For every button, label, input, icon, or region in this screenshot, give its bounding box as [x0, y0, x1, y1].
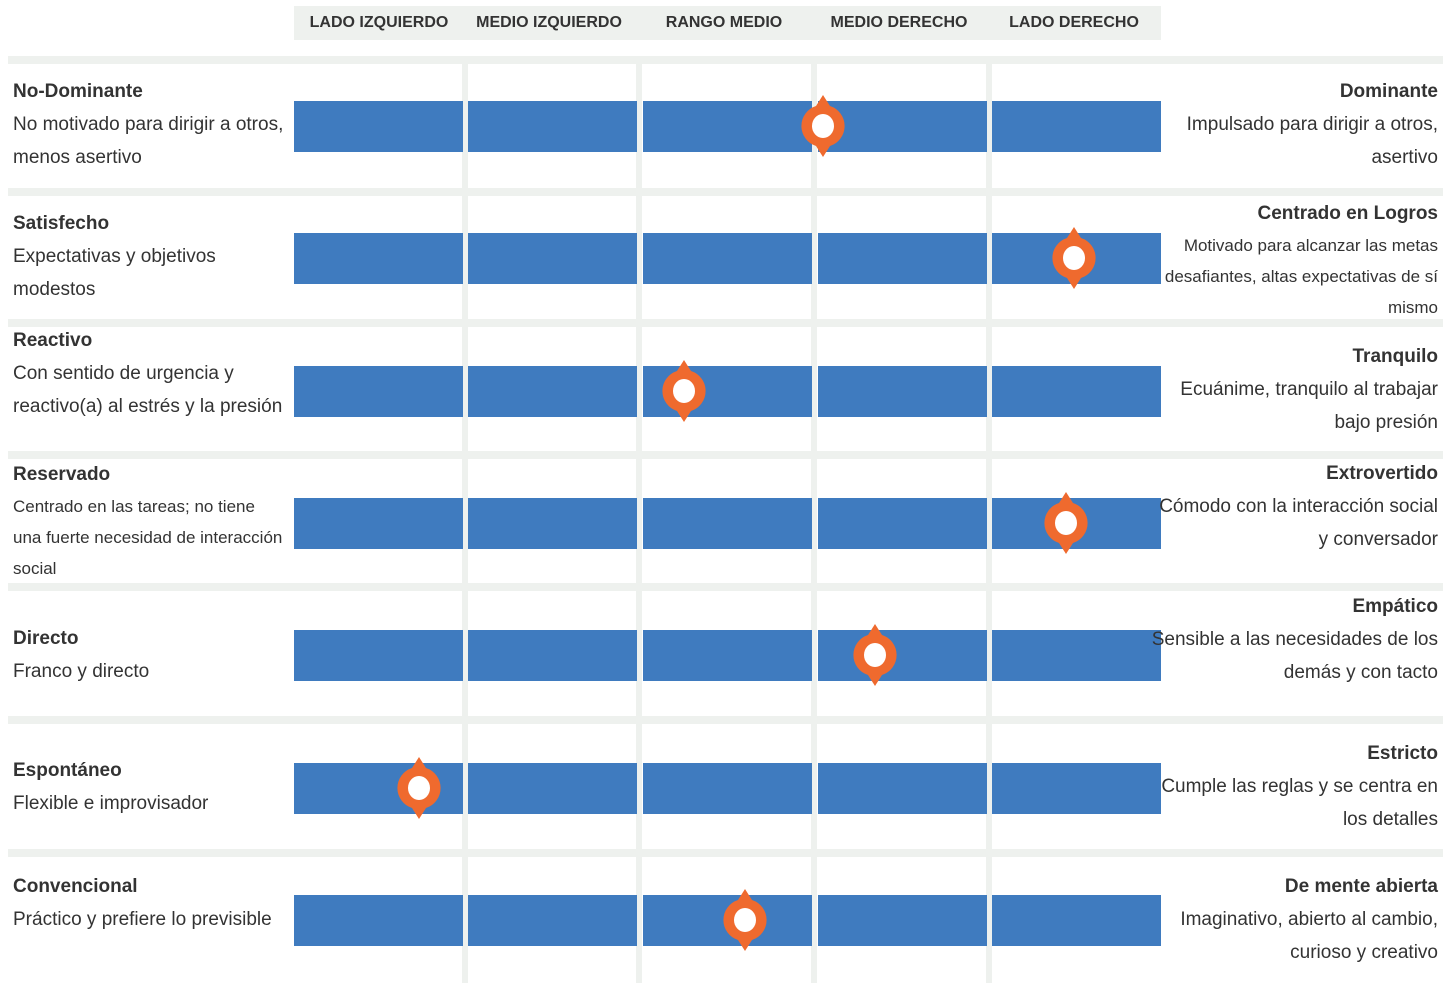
column-gridline: [636, 64, 642, 983]
trait-right-title: Empático: [1352, 596, 1438, 617]
scale-bar-segment: [468, 498, 637, 549]
trait-left-title: Satisfecho: [13, 213, 110, 234]
trait-left-title: Convencional: [13, 876, 138, 897]
trait-left-description: Expectativas y objetivos modestos: [13, 246, 216, 300]
trait-left-title: Espontáneo: [13, 760, 122, 781]
scale-bar-segment: [992, 366, 1161, 417]
column-header: LADO IZQUIERDO MEDIO IZQUIERDO RANGO MEDIO…: [294, 6, 1161, 40]
scale-bar-segment: [643, 101, 812, 152]
location-pin-icon: [801, 95, 845, 157]
row-separator: [8, 56, 1443, 64]
trait-left-title: Reactivo: [13, 330, 93, 351]
trait-right-block: Extrovertido Cómodo con la interacción so…: [1148, 457, 1438, 556]
trait-left-block: No-Dominante No motivado para dirigir a o…: [13, 75, 288, 174]
column-header-5: LADO DERECHO: [1009, 14, 1139, 31]
location-pin-icon: [1052, 227, 1096, 289]
trait-right-block: Dominante Impulsado para dirigir a otros,…: [1148, 75, 1438, 174]
scale-bar-segment: [992, 630, 1161, 681]
trait-left-block: Espontáneo Flexible e improvisador: [13, 754, 288, 820]
trait-right-title: Estricto: [1367, 743, 1438, 764]
scale-bar-segment: [468, 630, 637, 681]
scale-bar-segment: [643, 233, 812, 284]
scale-bar-segment: [818, 630, 987, 681]
trait-left-block: Satisfecho Expectativas y objetivos modes…: [13, 207, 288, 306]
trait-left-title: No-Dominante: [13, 81, 143, 102]
trait-left-description: Centrado en las tareas; no tiene una fue…: [13, 497, 283, 578]
scale-bar-segment: [992, 895, 1161, 946]
trait-left-block: Directo Franco y directo: [13, 622, 288, 688]
trait-right-title: Dominante: [1339, 81, 1438, 102]
trait-right-block: Estricto Cumple las reglas y se centra en…: [1148, 737, 1438, 836]
scale-bar-segment: [643, 763, 812, 814]
column-header-2: MEDIO IZQUIERDO: [476, 14, 622, 31]
trait-left-description: Con sentido de urgencia y reactivo(a) al…: [13, 363, 283, 417]
trait-left-title: Reservado: [13, 464, 111, 485]
trait-right-block: Tranquilo Ecuánime, tranquilo al trabajar…: [1148, 340, 1438, 439]
trait-left-block: Reservado Centrado en las tareas; no tien…: [13, 458, 288, 584]
scale-bar-segment: [294, 895, 463, 946]
scale-bar-segment: [992, 101, 1161, 152]
trait-left-title: Directo: [13, 628, 79, 649]
column-gridline: [462, 64, 468, 983]
column-gridline: [811, 64, 817, 983]
trait-left-description: Flexible e improvisador: [13, 793, 209, 814]
scale-bar-segment: [294, 101, 463, 152]
trait-right-description: Motivado para alcanzar las metas desafia…: [1164, 236, 1438, 317]
location-pin-icon: [723, 889, 767, 951]
trait-right-description: Cómodo con la interacción social y conve…: [1159, 496, 1438, 550]
scale-bar-segment: [468, 366, 637, 417]
trait-right-block: Empático Sensible a las necesidades de lo…: [1148, 590, 1438, 689]
column-header-4: MEDIO DERECHO: [830, 14, 968, 31]
trait-left-description: Franco y directo: [13, 661, 150, 682]
trait-right-title: Extrovertido: [1326, 463, 1438, 484]
trait-right-description: Sensible a las necesidades de los demás …: [1151, 629, 1438, 683]
row-separator: [8, 716, 1443, 724]
column-gridline: [986, 64, 992, 983]
row-separator: [8, 849, 1443, 857]
trait-right-title: De mente abierta: [1284, 876, 1438, 897]
scale-bar-segment: [818, 895, 987, 946]
trait-right-description: Imaginativo, abierto al cambio, curioso …: [1180, 909, 1438, 963]
scale-bar-segment: [818, 233, 987, 284]
row-separator: [8, 319, 1443, 327]
row-separator: [8, 188, 1443, 196]
scale-bar-segment: [643, 630, 812, 681]
scale-bar-segment: [294, 498, 463, 549]
scale-bar-segment: [468, 895, 637, 946]
location-pin-icon: [853, 624, 897, 686]
scale-bar-segment: [818, 763, 987, 814]
scale-bar-segment: [818, 498, 987, 549]
location-pin-icon: [397, 757, 441, 819]
scale-bar-segment: [818, 101, 987, 152]
trait-left-block: Convencional Práctico y prefiere lo previ…: [13, 870, 288, 936]
trait-left-description: Práctico y prefiere lo previsible: [13, 909, 272, 930]
trait-left-block: Reactivo Con sentido de urgencia y reacti…: [13, 324, 288, 423]
scale-bar-segment: [468, 233, 637, 284]
location-pin-icon: [1044, 492, 1088, 554]
row-separator: [8, 583, 1443, 591]
trait-right-title: Centrado en Logros: [1257, 203, 1438, 224]
trait-right-block: De mente abierta Imaginativo, abierto al …: [1148, 870, 1438, 969]
location-pin-icon: [662, 360, 706, 422]
scale-bar-segment: [468, 101, 637, 152]
trait-right-description: Impulsado para dirigir a otros, asertivo: [1186, 114, 1438, 168]
scale-bar-segment: [294, 630, 463, 681]
scale-bar-segment: [294, 233, 463, 284]
trait-right-description: Cumple las reglas y se centra en los det…: [1161, 776, 1438, 830]
scale-bar-segment: [294, 366, 463, 417]
scale-bar-segment: [818, 366, 987, 417]
scale-bar-segment: [643, 498, 812, 549]
trait-right-block: Centrado en Logros Motivado para alcanzar…: [1148, 197, 1438, 323]
column-header-3: RANGO MEDIO: [665, 14, 783, 31]
trait-right-description: Ecuánime, tranquilo al trabajar bajo pre…: [1180, 379, 1438, 433]
column-header-1: LADO IZQUIERDO: [309, 14, 449, 31]
scale-bar-segment: [992, 763, 1161, 814]
row-separator: [8, 451, 1443, 459]
trait-left-description: No motivado para dirigir a otros, menos …: [13, 114, 284, 168]
trait-right-title: Tranquilo: [1352, 346, 1439, 367]
scale-bar-segment: [468, 763, 637, 814]
